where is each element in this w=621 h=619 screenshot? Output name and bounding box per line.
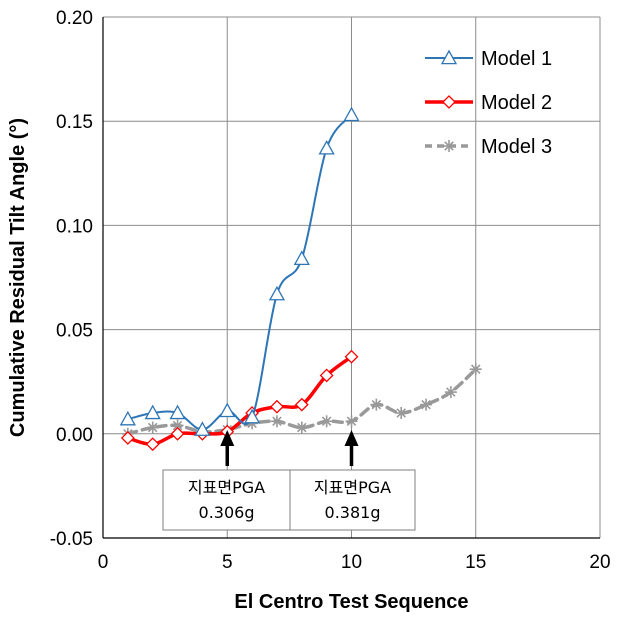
data-point <box>120 431 135 445</box>
annotation-arrowhead <box>220 430 235 446</box>
data-point <box>119 410 136 426</box>
y-tick-label: 0.05 <box>56 321 93 342</box>
data-point <box>294 397 309 412</box>
data-point <box>343 106 360 122</box>
data-point <box>169 404 186 420</box>
data-point <box>420 398 433 411</box>
legend-item-3: Model 3 <box>425 136 552 158</box>
data-point <box>270 415 283 428</box>
legend-marker <box>443 140 455 152</box>
y-tick-label: 0.15 <box>56 112 93 133</box>
data-point <box>146 421 159 434</box>
annotation-arrowhead <box>344 430 359 446</box>
data-point <box>219 402 236 418</box>
data-point <box>444 386 457 399</box>
series-line <box>126 354 354 446</box>
x-tick-label: 0 <box>98 552 109 573</box>
legend-label: Model 2 <box>481 92 552 114</box>
legend-marker <box>440 49 458 65</box>
legend-item-1: Model 1 <box>425 48 552 70</box>
y-tick-label: 0.00 <box>56 425 93 446</box>
annotation-box <box>162 469 416 531</box>
data-point <box>268 285 286 301</box>
data-point <box>194 421 211 436</box>
data-point <box>344 349 359 364</box>
y-tick-label: -0.05 <box>50 529 93 550</box>
legend-item-2: Model 2 <box>425 92 552 114</box>
x-tick-label: 20 <box>589 552 610 573</box>
series-line <box>126 367 478 436</box>
data-point <box>345 415 358 428</box>
data-point <box>319 368 334 383</box>
annotation-label-line1: 지표면PGA <box>188 478 265 497</box>
data-point <box>293 250 310 265</box>
series-2 <box>120 349 359 452</box>
y-tick-label: 0.10 <box>56 216 93 237</box>
data-point <box>320 415 333 428</box>
series-line <box>126 113 353 431</box>
data-point <box>243 408 261 424</box>
legend-label: Model 1 <box>481 48 552 70</box>
annotation-label-line2: 0.381g <box>325 503 381 522</box>
x-axis-title: El Centro Test Sequence <box>234 591 468 613</box>
data-point <box>144 404 161 420</box>
y-tick-label: 0.20 <box>56 8 93 29</box>
data-point <box>170 426 185 441</box>
data-point <box>318 139 335 155</box>
annotation-label-line1: 지표면PGA <box>314 478 391 497</box>
series-1 <box>119 106 360 436</box>
x-tick-label: 10 <box>341 552 362 573</box>
legend-label: Model 3 <box>481 136 552 158</box>
series-group <box>119 106 482 452</box>
axes: 0 5 10 15 20 -0.05 0.00 0.05 0.10 0.15 0.20 <box>50 8 611 573</box>
data-point <box>395 406 408 419</box>
y-axis-title: Cumulative Residual Tilt Angle (°) <box>7 118 29 437</box>
data-point <box>270 399 284 414</box>
data-point <box>145 437 160 452</box>
data-point <box>295 421 308 434</box>
x-tick-label: 5 <box>222 552 233 573</box>
annotations: 지표면PGA 0.306g 지표면PGA 0.381g <box>162 430 416 531</box>
legend: Model 1 Model 2 Model 3 <box>425 48 552 158</box>
data-point <box>469 363 482 376</box>
data-point <box>370 398 383 411</box>
x-tick-label: 15 <box>465 552 486 573</box>
annotation-label-line2: 0.306g <box>199 503 255 522</box>
legend-marker <box>442 95 456 109</box>
